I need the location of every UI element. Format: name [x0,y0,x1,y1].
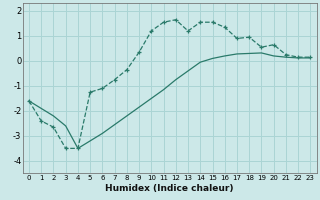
X-axis label: Humidex (Indice chaleur): Humidex (Indice chaleur) [105,184,234,193]
